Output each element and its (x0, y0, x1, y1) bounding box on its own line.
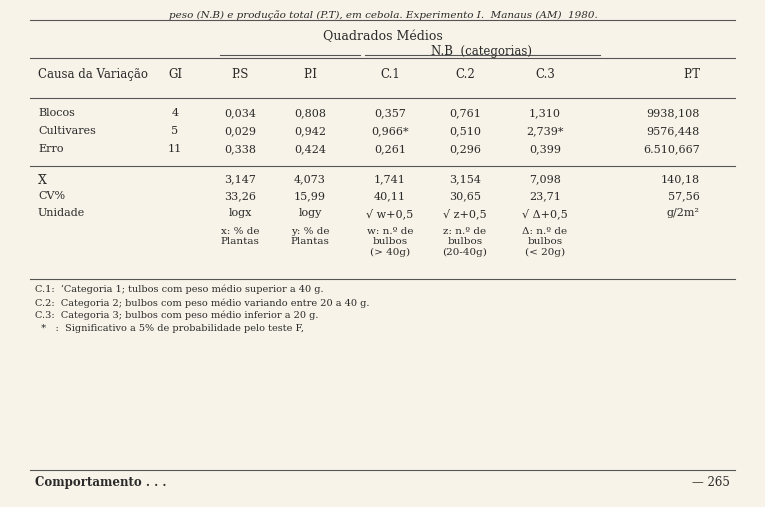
Text: 6.510,667: 6.510,667 (643, 144, 700, 154)
Text: logy: logy (298, 208, 322, 218)
Text: Quadrados Médios: Quadrados Médios (323, 30, 443, 43)
Text: 57,56: 57,56 (668, 191, 700, 201)
Text: g/2m²: g/2m² (667, 208, 700, 218)
Text: logx: logx (228, 208, 252, 218)
Text: 0,424: 0,424 (294, 144, 326, 154)
Text: 0,034: 0,034 (224, 108, 256, 118)
Text: C.3:  Categoria 3; bulbos com peso médio inferior a 20 g.: C.3: Categoria 3; bulbos com peso médio … (35, 311, 318, 320)
Text: C.1: C.1 (380, 68, 400, 81)
Text: 140,18: 140,18 (661, 174, 700, 184)
Text: 9938,108: 9938,108 (646, 108, 700, 118)
Text: 33,26: 33,26 (224, 191, 256, 201)
Text: P.I: P.I (303, 68, 317, 81)
Text: GI: GI (168, 68, 182, 81)
Text: 30,65: 30,65 (449, 191, 481, 201)
Text: C.1:  ’Categoria 1; tulbos com peso médio superior a 40 g.: C.1: ’Categoria 1; tulbos com peso médio… (35, 285, 324, 295)
Text: 4,073: 4,073 (294, 174, 326, 184)
Text: Comportamento . . .: Comportamento . . . (35, 476, 167, 489)
Text: w: n.º de
bulbos
(> 40g): w: n.º de bulbos (> 40g) (366, 227, 413, 257)
Text: Erro: Erro (38, 144, 63, 154)
Text: 0,261: 0,261 (374, 144, 406, 154)
Text: y: % de
Plantas: y: % de Plantas (291, 227, 330, 246)
Text: N.B  (categorias): N.B (categorias) (431, 45, 532, 58)
Text: 0,761: 0,761 (449, 108, 481, 118)
Text: Δ: n.º de
bulbos
(< 20g): Δ: n.º de bulbos (< 20g) (522, 227, 568, 257)
Text: 0,357: 0,357 (374, 108, 406, 118)
Text: X̄: X̄ (38, 174, 47, 187)
Text: x: % de
Plantas: x: % de Plantas (220, 227, 259, 246)
Text: C.2:  Categoria 2; bulbos com peso médio variando entre 20 a 40 g.: C.2: Categoria 2; bulbos com peso médio … (35, 298, 369, 308)
Text: 0,399: 0,399 (529, 144, 561, 154)
Text: P.S: P.S (231, 68, 249, 81)
Text: C.2: C.2 (455, 68, 475, 81)
Text: 0,510: 0,510 (449, 126, 481, 136)
Text: 40,11: 40,11 (374, 191, 406, 201)
Text: 0,296: 0,296 (449, 144, 481, 154)
Text: 0,338: 0,338 (224, 144, 256, 154)
Text: 7,098: 7,098 (529, 174, 561, 184)
Text: 23,71: 23,71 (529, 191, 561, 201)
Text: Unidade: Unidade (38, 208, 85, 218)
Text: Cultivares: Cultivares (38, 126, 96, 136)
Text: 1,741: 1,741 (374, 174, 406, 184)
Text: 1,310: 1,310 (529, 108, 561, 118)
Text: √ w+0,5: √ w+0,5 (366, 208, 414, 219)
Text: *   :  Significativo a 5% de probabilidade pelo teste F,: * : Significativo a 5% de probabilidade … (35, 324, 304, 333)
Text: C.3: C.3 (535, 68, 555, 81)
Text: 15,99: 15,99 (294, 191, 326, 201)
Text: 0,808: 0,808 (294, 108, 326, 118)
Text: P.T: P.T (683, 68, 700, 81)
Text: peso (N.B) e produção total (P.T), em cebola. Experimento I.  Manaus (AM)  1980.: peso (N.B) e produção total (P.T), em ce… (168, 10, 597, 20)
Text: 4: 4 (171, 108, 178, 118)
Text: CV%: CV% (38, 191, 65, 201)
Text: Causa da Variação: Causa da Variação (38, 68, 148, 81)
Text: Blocos: Blocos (38, 108, 75, 118)
Text: — 265: — 265 (692, 476, 730, 489)
Text: 11: 11 (168, 144, 182, 154)
Text: 3,147: 3,147 (224, 174, 256, 184)
Text: 2,739*: 2,739* (526, 126, 564, 136)
Text: 0,029: 0,029 (224, 126, 256, 136)
Text: √ z+0,5: √ z+0,5 (443, 208, 487, 219)
Text: 0,942: 0,942 (294, 126, 326, 136)
Text: 5: 5 (171, 126, 178, 136)
Text: z: n.º de
bulbos
(20-40g): z: n.º de bulbos (20-40g) (443, 227, 487, 257)
Text: 9576,448: 9576,448 (646, 126, 700, 136)
Text: 3,154: 3,154 (449, 174, 481, 184)
Text: √ Δ+0,5: √ Δ+0,5 (522, 208, 568, 219)
Text: 0,966*: 0,966* (371, 126, 409, 136)
